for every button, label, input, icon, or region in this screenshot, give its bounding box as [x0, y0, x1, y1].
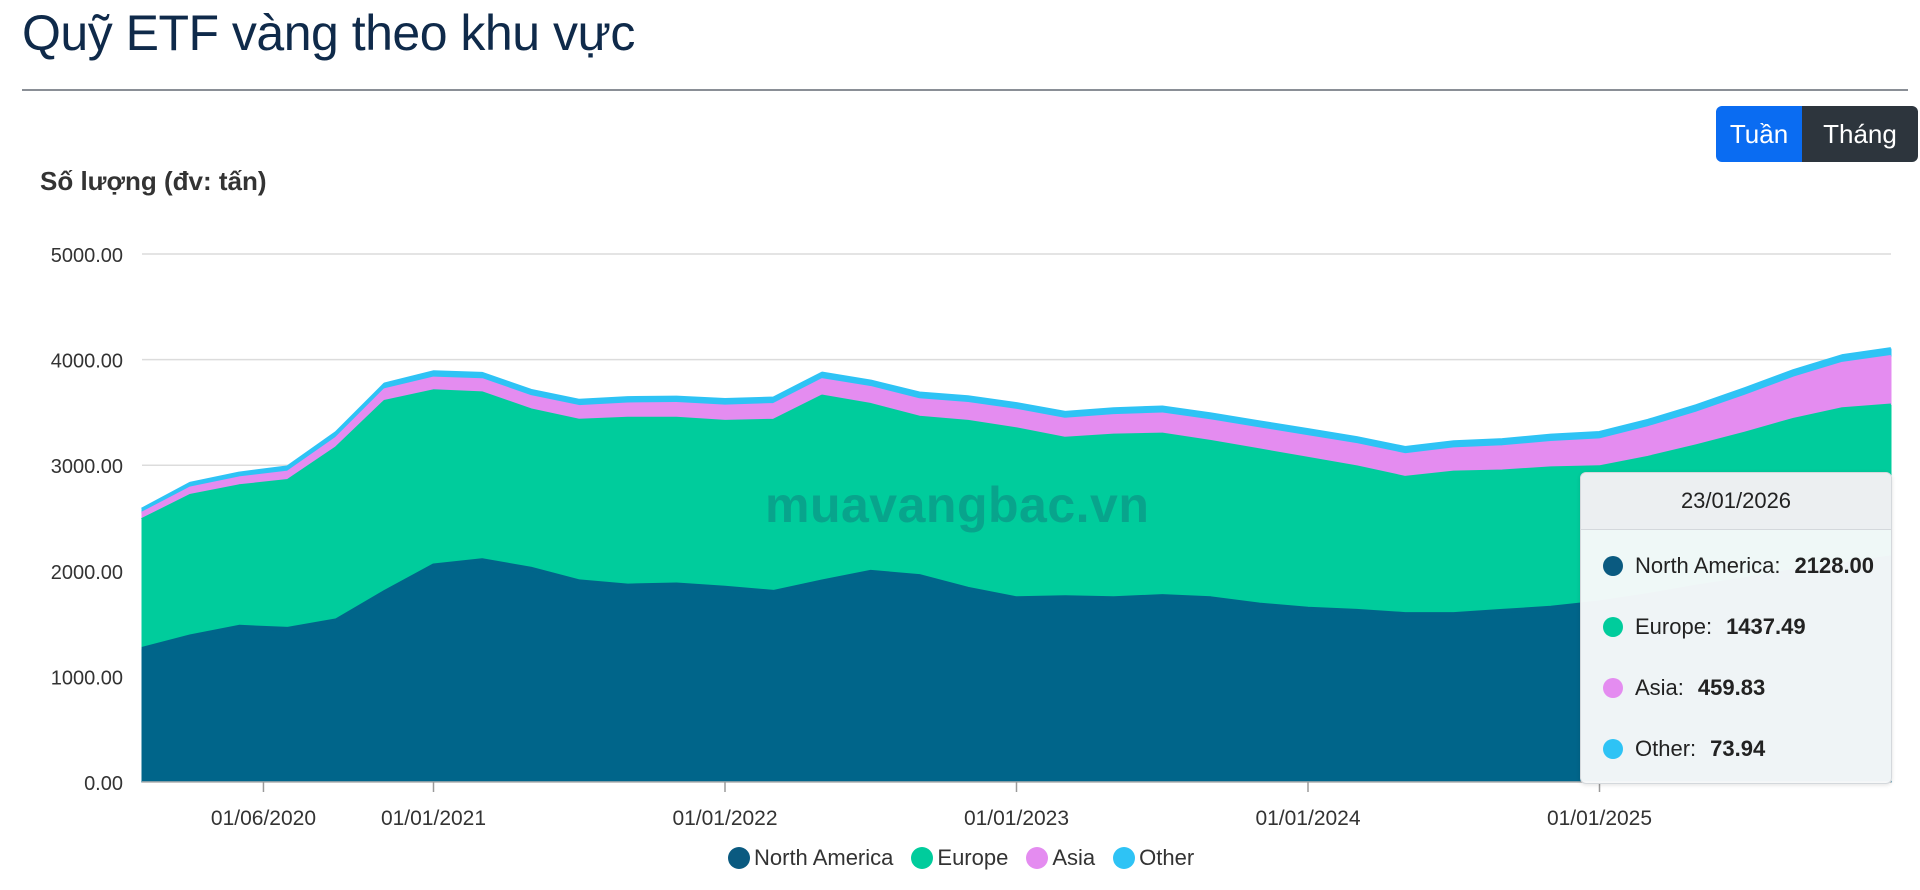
tooltip-date: 23/01/2026	[1581, 473, 1891, 530]
other-dot-icon	[1603, 739, 1623, 759]
x-tick-label: 01/01/2023	[964, 807, 1069, 830]
europe-dot-icon	[911, 847, 934, 869]
week-button[interactable]: Tuần	[1716, 106, 1802, 162]
tooltip-value: 1437.49	[1726, 614, 1806, 639]
legend-item-europe[interactable]: Europe	[911, 845, 1008, 871]
y-tick-label: 0.00	[84, 773, 123, 795]
europe-dot-icon	[1603, 617, 1623, 637]
tooltip-label: Other:	[1635, 736, 1697, 761]
y-tick-label: 2000.00	[51, 562, 123, 584]
y-tick-label: 3000.00	[51, 456, 123, 478]
tooltip-value: 459.83	[1697, 675, 1766, 700]
legend-label: North America	[754, 845, 894, 870]
legend-item-asia[interactable]: Asia	[1026, 845, 1095, 871]
north-america-dot-icon	[1603, 556, 1623, 576]
north-america-dot-icon	[728, 847, 750, 869]
legend-label: Asia	[1052, 845, 1096, 870]
page-title: Quỹ ETF vàng theo khu vực	[22, 5, 635, 61]
legend-label: Other	[1139, 845, 1195, 870]
chart-tooltip: 23/01/2026 North America: 2128.00 Europe…	[1580, 472, 1892, 784]
series-line-asia	[141, 355, 1892, 516]
y-tick-label: 5000.00	[51, 245, 123, 267]
title-divider	[22, 89, 1908, 91]
asia-dot-icon	[1603, 678, 1623, 698]
tooltip-label: Europe:	[1635, 614, 1713, 639]
tooltip-label: North America:	[1635, 553, 1781, 578]
tooltip-row-north-america: North America: 2128.00	[1603, 553, 1874, 579]
watermark: muavangbac.vn	[765, 477, 1150, 533]
y-axis-title: Số lượng (đv: tấn)	[40, 166, 267, 196]
tooltip-label: Asia:	[1635, 675, 1684, 700]
x-tick-label: 01/06/2020	[211, 807, 316, 830]
tooltip-row-asia: Asia: 459.83	[1603, 675, 1765, 701]
period-toggle: Tuần Tháng	[1716, 106, 1918, 162]
x-tick-label: 01/01/2025	[1547, 807, 1652, 830]
y-tick-label: 1000.00	[51, 667, 123, 689]
x-tick-label: 01/01/2021	[381, 807, 486, 830]
other-dot-icon	[1113, 847, 1136, 869]
tooltip-row-europe: Europe: 1437.49	[1603, 614, 1806, 640]
legend-item-other[interactable]: Other	[1113, 845, 1194, 871]
month-button[interactable]: Tháng	[1802, 106, 1918, 162]
legend-item-north-america[interactable]: North America	[728, 845, 893, 871]
tooltip-row-other: Other: 73.94	[1603, 736, 1765, 762]
chart-legend: North America Europe Asia Other	[728, 845, 1212, 871]
x-tick-label: 01/01/2022	[672, 807, 777, 830]
series-line-europe	[141, 389, 1892, 522]
x-tick-label: 01/01/2024	[1255, 807, 1360, 830]
series-line-other	[141, 347, 1892, 512]
asia-dot-icon	[1026, 847, 1049, 869]
y-tick-label: 4000.00	[51, 351, 123, 373]
tooltip-value: 2128.00	[1794, 553, 1875, 578]
tooltip-value: 73.94	[1710, 736, 1766, 761]
legend-label: Europe	[937, 845, 1009, 870]
